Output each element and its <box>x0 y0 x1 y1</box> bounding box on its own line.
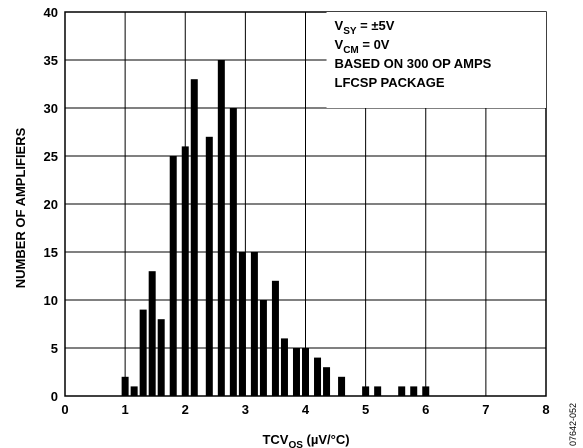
bar <box>238 252 246 396</box>
bar <box>314 357 322 396</box>
annotation-line: BASED ON 300 OP AMPS <box>335 56 492 71</box>
bars <box>121 60 430 397</box>
annotation-main: BASED ON 300 OP AMPS <box>335 56 492 71</box>
axes: 0 1 2 3 4 5 6 7 8 0 5 10 15 20 25 30 35 40 <box>44 5 550 417</box>
x-tick-label: 1 <box>122 402 129 417</box>
x-axis-label: TCVOS (µV/°C) <box>262 432 349 448</box>
bar <box>280 338 288 396</box>
annotation-main: V <box>335 18 344 33</box>
x-tick-label: 0 <box>61 402 68 417</box>
bar <box>250 252 258 396</box>
x-tick-label: 7 <box>482 402 489 417</box>
figure-id: 07642-052 <box>568 403 578 446</box>
x-tick-label: 2 <box>182 402 189 417</box>
bar <box>181 146 189 396</box>
bar <box>139 309 147 396</box>
x-tick-label: 3 <box>242 402 249 417</box>
bar <box>338 376 346 396</box>
annotation-rest: = 0V <box>359 37 390 52</box>
annotation-sub: SY <box>343 26 357 37</box>
annotation-rest: = ±5V <box>357 18 395 33</box>
y-tick-label: 20 <box>44 197 58 212</box>
x-tick-label: 8 <box>542 402 549 417</box>
x-axis-label-sub: OS <box>288 440 303 448</box>
annotation-line: VSY = ±5V <box>335 18 395 37</box>
plot-border <box>64 11 547 397</box>
x-axis-label-main: TCV <box>262 432 288 447</box>
bar <box>229 108 237 396</box>
bar <box>148 271 156 396</box>
x-tick-label: 5 <box>362 402 369 417</box>
y-axis-label: NUMBER OF AMPLIFIERS <box>13 127 28 288</box>
y-tick-label: 30 <box>44 101 58 116</box>
bar <box>292 348 300 396</box>
bar <box>374 386 382 396</box>
bar <box>190 79 198 396</box>
y-tick-label: 15 <box>44 245 58 260</box>
bar <box>259 300 267 396</box>
bar <box>302 348 309 396</box>
x-tick-label: 4 <box>302 402 310 417</box>
x-tick-label: 6 <box>422 402 429 417</box>
y-tick-label: 35 <box>44 53 58 68</box>
bar <box>271 280 279 396</box>
y-tick-label: 10 <box>44 293 58 308</box>
bar <box>422 386 430 396</box>
annotation-main: LFCSP PACKAGE <box>335 75 445 90</box>
annotation-line: VCM = 0V <box>335 37 390 56</box>
bar <box>130 386 138 396</box>
bar <box>362 386 370 396</box>
y-tick-label: 25 <box>44 149 58 164</box>
bar <box>410 386 418 396</box>
y-tick-label: 5 <box>51 341 58 356</box>
bar <box>323 367 331 396</box>
y-tick-label: 40 <box>44 5 58 20</box>
bar <box>157 319 165 396</box>
annotation-background <box>326 12 546 108</box>
bar <box>205 136 213 397</box>
y-tick-label: 0 <box>51 389 58 404</box>
annotation-main: V <box>335 37 344 52</box>
bar <box>398 386 406 396</box>
bar <box>217 60 225 396</box>
annotation-sub: CM <box>343 45 359 56</box>
annotation-line: LFCSP PACKAGE <box>335 75 445 90</box>
x-axis-label-units: (µV/°C) <box>303 432 350 447</box>
bar <box>169 156 177 396</box>
bar <box>121 376 129 396</box>
